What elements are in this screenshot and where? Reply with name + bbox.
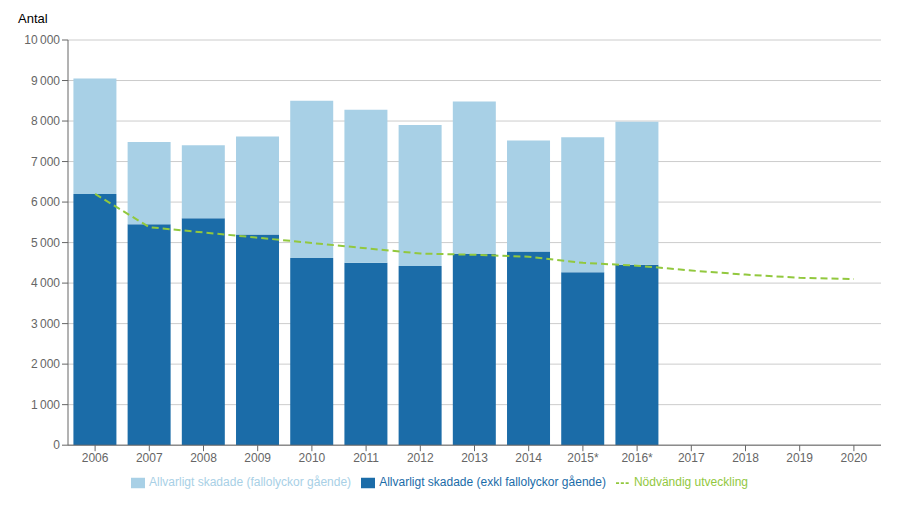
svg-text:4 000: 4 000	[31, 276, 60, 290]
svg-text:6 000: 6 000	[31, 195, 60, 209]
svg-text:2006: 2006	[82, 451, 109, 465]
svg-text:2012: 2012	[407, 451, 434, 465]
svg-text:10 000: 10 000	[24, 33, 60, 47]
svg-text:2014: 2014	[515, 451, 542, 465]
svg-text:2017: 2017	[678, 451, 705, 465]
html-text:Allvarligt skadade (exkl fallo: Allvarligt skadade (exkl fallolyckor gåe…	[379, 475, 606, 490]
svg-text:2015*: 2015*	[567, 451, 599, 465]
svg-text:2007: 2007	[136, 451, 163, 465]
svg-text:9 000: 9 000	[31, 74, 60, 88]
svg-text:2 000: 2 000	[31, 357, 60, 371]
svg-text:8 000: 8 000	[31, 114, 60, 128]
svg-text:2011: 2011	[353, 451, 379, 465]
svg-text:2018: 2018	[732, 451, 759, 465]
svg-text:2010: 2010	[299, 451, 326, 465]
svg-text:7 000: 7 000	[31, 155, 60, 169]
svg-text:2016*: 2016*	[621, 451, 653, 465]
svg-text:2009: 2009	[244, 451, 271, 465]
html-text:Nödvändig utveckling: Nödvändig utveckling	[633, 475, 748, 490]
svg-text:2020: 2020	[841, 451, 868, 465]
svg-text:2019: 2019	[786, 451, 813, 465]
svg-text:5 000: 5 000	[31, 236, 60, 250]
svg-text:2008: 2008	[190, 451, 217, 465]
svg-text:1 000: 1 000	[31, 398, 60, 412]
svg-text:2013: 2013	[461, 451, 488, 465]
html-text:Allvarligt skadade (fallolycko: Allvarligt skadade (fallolyckor gående)	[149, 475, 352, 490]
svg-text:0: 0	[53, 438, 60, 452]
html-text:Antal: Antal	[18, 11, 48, 26]
svg-text:3 000: 3 000	[31, 317, 60, 331]
